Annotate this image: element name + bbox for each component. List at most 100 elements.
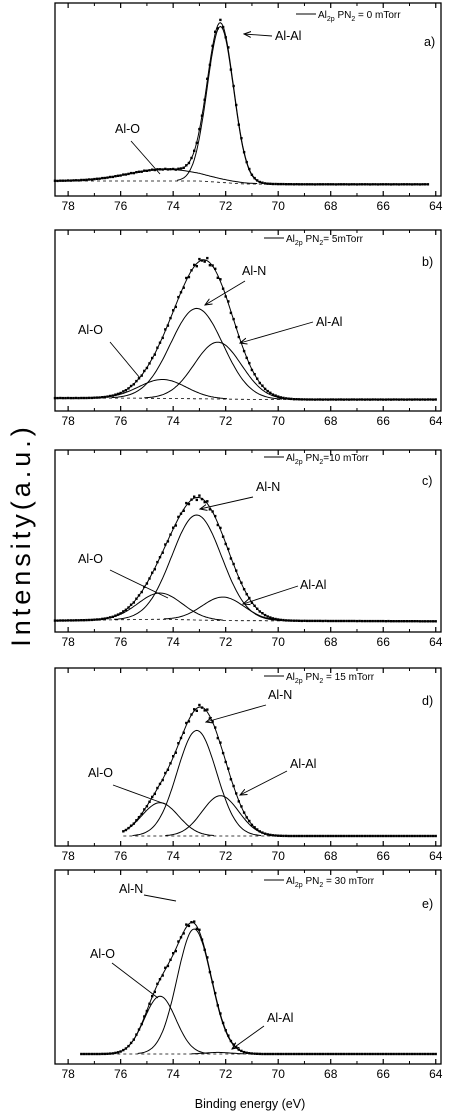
data-point bbox=[203, 260, 206, 263]
experimental-data bbox=[53, 256, 437, 401]
data-point bbox=[397, 183, 401, 186]
data-point bbox=[187, 275, 191, 279]
data-point bbox=[216, 523, 219, 527]
data-point bbox=[389, 183, 393, 186]
data-point bbox=[172, 167, 175, 171]
data-point bbox=[87, 618, 91, 622]
data-point bbox=[319, 834, 322, 838]
annotation-al-n: Al-N bbox=[119, 882, 143, 896]
data-point bbox=[434, 834, 437, 838]
data-point bbox=[405, 620, 409, 623]
data-point bbox=[303, 1052, 306, 1056]
x-tick-label: 74 bbox=[166, 635, 180, 649]
data-point bbox=[174, 524, 177, 527]
data-point bbox=[337, 1052, 340, 1056]
data-point bbox=[379, 619, 382, 623]
data-point bbox=[374, 619, 377, 623]
data-point bbox=[345, 619, 348, 623]
data-point bbox=[203, 98, 206, 101]
data-point bbox=[174, 168, 177, 171]
data-point bbox=[122, 390, 125, 393]
x-tick-label: 68 bbox=[324, 414, 338, 428]
data-point bbox=[232, 1043, 235, 1046]
data-point bbox=[316, 398, 319, 401]
data-point bbox=[361, 183, 364, 186]
data-point bbox=[74, 396, 78, 400]
data-point bbox=[156, 786, 159, 790]
fit-envelope bbox=[123, 706, 436, 837]
data-point bbox=[410, 834, 414, 838]
data-point bbox=[292, 398, 296, 401]
data-point bbox=[69, 179, 72, 182]
fit-envelope bbox=[55, 496, 436, 622]
x-tick-label: 76 bbox=[114, 635, 128, 649]
data-point bbox=[345, 398, 348, 401]
data-point bbox=[122, 610, 125, 613]
panel-letter: b) bbox=[422, 255, 433, 269]
data-point bbox=[358, 398, 361, 401]
data-point bbox=[326, 1052, 330, 1056]
data-point bbox=[198, 928, 201, 931]
data-point bbox=[111, 615, 114, 618]
x-tick-label: 72 bbox=[219, 635, 233, 649]
data-point bbox=[305, 1052, 309, 1056]
data-point bbox=[284, 397, 288, 400]
data-point bbox=[74, 619, 78, 622]
data-point bbox=[342, 398, 345, 401]
annotation-line bbox=[109, 569, 169, 599]
data-point bbox=[116, 1051, 120, 1054]
data-point bbox=[108, 616, 112, 619]
data-point bbox=[182, 509, 185, 512]
data-point bbox=[61, 619, 65, 622]
data-point bbox=[198, 257, 201, 261]
data-point bbox=[355, 398, 359, 401]
data-point bbox=[132, 601, 135, 604]
data-point bbox=[319, 183, 322, 186]
data-point bbox=[382, 183, 385, 186]
data-point bbox=[342, 834, 345, 838]
plot-frame bbox=[54, 667, 442, 847]
legend-label: Al2p PN2 = 15 mTorr bbox=[286, 672, 375, 685]
data-point bbox=[122, 173, 125, 176]
data-point bbox=[316, 619, 319, 623]
data-point bbox=[64, 396, 67, 400]
data-point bbox=[221, 535, 225, 538]
data-point bbox=[363, 834, 367, 838]
x-tick-label: 64 bbox=[429, 635, 443, 649]
data-point bbox=[193, 149, 196, 152]
data-point bbox=[250, 368, 254, 372]
data-point bbox=[397, 398, 401, 401]
data-point bbox=[203, 500, 206, 504]
data-point bbox=[179, 167, 183, 170]
fit-envelope bbox=[81, 921, 436, 1055]
data-point bbox=[66, 619, 70, 622]
data-point bbox=[248, 1052, 251, 1055]
annotation-al-n: Al-N bbox=[268, 688, 292, 702]
data-point bbox=[305, 619, 309, 623]
data-point bbox=[387, 398, 390, 401]
data-point bbox=[279, 618, 282, 622]
data-point bbox=[382, 834, 385, 838]
data-point bbox=[227, 1034, 230, 1037]
data-point bbox=[277, 618, 280, 621]
data-point bbox=[250, 1052, 254, 1055]
data-point bbox=[421, 620, 424, 623]
data-point bbox=[263, 182, 267, 185]
data-point bbox=[292, 619, 296, 622]
data-point bbox=[140, 1022, 143, 1026]
data-point bbox=[389, 620, 393, 623]
data-point bbox=[90, 396, 93, 400]
data-point bbox=[395, 398, 398, 401]
data-point bbox=[395, 183, 398, 186]
annotation-al-n: Al-N bbox=[242, 264, 266, 278]
data-point bbox=[387, 1052, 390, 1056]
annotation-line bbox=[244, 34, 273, 36]
data-point bbox=[200, 259, 204, 262]
data-point bbox=[350, 834, 353, 838]
data-point bbox=[221, 287, 225, 290]
data-point bbox=[405, 1052, 409, 1056]
data-point bbox=[424, 834, 427, 838]
data-point bbox=[151, 168, 154, 171]
data-point bbox=[90, 1052, 93, 1056]
data-point bbox=[216, 736, 219, 740]
